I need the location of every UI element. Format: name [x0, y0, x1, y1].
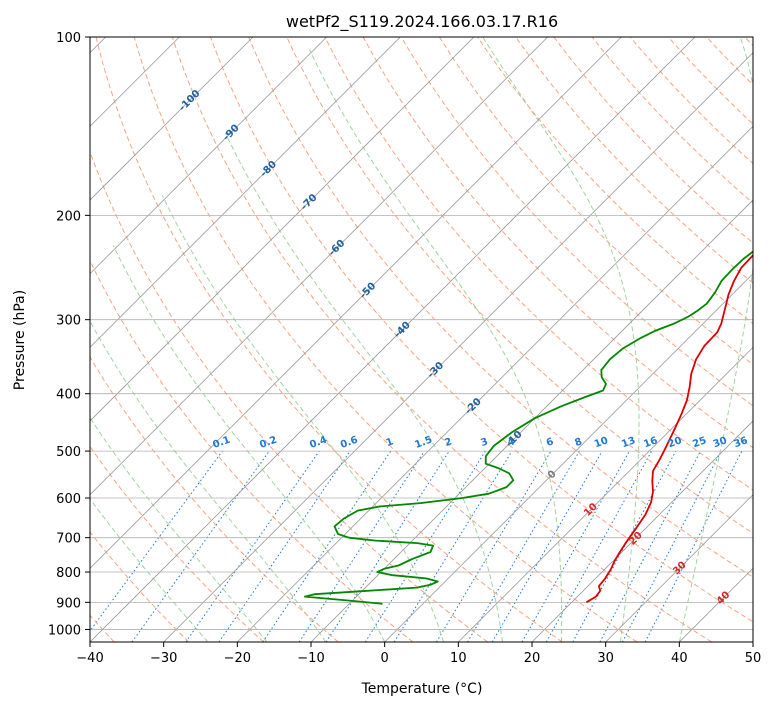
isotherm	[90, 37, 327, 275]
mixing-ratio-line	[491, 450, 603, 642]
isotherm	[531, 420, 753, 642]
mixing-ratio-label: 2	[443, 436, 453, 449]
x-tick-label: −10	[297, 651, 324, 666]
plot-background	[90, 37, 753, 642]
temperature-profile	[585, 253, 753, 604]
dry-adiabat	[324, 37, 753, 491]
x-tick-label: 40	[671, 651, 688, 666]
dry-adiabat	[438, 37, 753, 366]
y-axis: 100 200 300 400 500 600 700 800 900 1000	[48, 31, 90, 638]
x-tick-label: 10	[450, 651, 467, 666]
dry-adiabat	[248, 37, 753, 578]
mixing-ratio-label: 30	[712, 435, 729, 450]
x-axis-label: Temperature (°C)	[361, 681, 483, 697]
y-axis-label: Pressure (hPa)	[12, 290, 28, 390]
dry-adiabat	[171, 37, 712, 642]
plot-frame	[89, 36, 754, 643]
dry-adiabat	[362, 37, 753, 449]
mixing-ratio-line	[393, 450, 513, 642]
moist-adiabat	[90, 320, 327, 642]
dry-adiabat	[286, 37, 753, 534]
y-tick-label: 500	[56, 445, 81, 460]
mixing-ratio-label: 36	[733, 435, 750, 450]
y-tick-label: 800	[56, 566, 81, 581]
isotherm	[384, 273, 753, 642]
isotherm	[90, 37, 475, 422]
isotherm	[163, 52, 753, 642]
isotherm	[90, 37, 401, 348]
mixing-ratio-label: 6	[545, 436, 555, 449]
mixing-ratio-line	[218, 450, 351, 642]
y-tick-label: 100	[56, 31, 81, 46]
y-tick-label: 600	[56, 492, 81, 507]
mixing-ratio-line	[325, 450, 450, 642]
mixing-ratio-line	[435, 450, 552, 642]
moist-adiabat	[482, 37, 640, 642]
mixing-ratio-label: 25	[691, 435, 708, 450]
dry-adiabat	[95, 37, 563, 642]
mixing-ratio-label: 13	[620, 435, 637, 450]
dry-adiabat	[515, 37, 753, 284]
isotherm	[605, 494, 753, 642]
mixing-ratio-label: 1	[385, 436, 395, 449]
dewpoint-profile	[304, 250, 753, 605]
moist-adiabat	[309, 49, 563, 642]
x-tick-label: −40	[76, 651, 103, 666]
mixing-ratio-label: 16	[642, 435, 659, 450]
moist-adiabat	[112, 245, 386, 642]
isotherm	[90, 37, 254, 201]
y-tick-label: 200	[56, 209, 81, 224]
y-tick-label: 300	[56, 314, 81, 329]
moist-adiabat	[90, 497, 209, 642]
x-tick-label: 0	[381, 651, 389, 666]
isotherm	[310, 199, 753, 642]
dry-adiabat	[90, 259, 414, 642]
mixing-ratio-label: 20	[667, 435, 684, 450]
moist-adiabat	[161, 195, 445, 642]
mixing-ratio-label: 10	[593, 435, 610, 450]
isotherms	[90, 37, 753, 642]
dry-adiabat	[90, 531, 190, 642]
y-tick-label: 400	[56, 388, 81, 403]
moist-adiabat	[90, 416, 268, 642]
mixing-ratio-label: 4	[506, 436, 516, 449]
y-tick-label: 1000	[48, 623, 81, 638]
mixing-ratio-label: 8	[573, 436, 583, 449]
isotherm	[90, 37, 548, 496]
x-tick-label: 50	[745, 651, 762, 666]
dry-adiabat	[400, 37, 753, 407]
x-tick-label: −20	[224, 651, 251, 666]
chart-title: wetPf2_S119.2024.166.03.17.R16	[286, 12, 558, 32]
mixing-ratio-line	[521, 450, 630, 642]
x-axis: −40 −30 −20 −10 0 10 20 30 40 50	[76, 642, 761, 666]
plot-area: -100-90-80-70-60-50-40-30-20-10010203040…	[90, 37, 753, 642]
isotherm	[90, 37, 622, 569]
isotherm	[458, 346, 753, 642]
dry-adiabat	[591, 37, 753, 204]
y-tick-label: 700	[56, 532, 81, 547]
isotherm	[752, 641, 753, 642]
y-tick-label: 900	[56, 596, 81, 611]
dry-adiabat	[210, 37, 753, 623]
pressure-gridlines	[90, 37, 753, 630]
x-tick-label: −30	[150, 651, 177, 666]
mixing-ratio-line	[467, 450, 580, 642]
isotherm	[237, 125, 753, 642]
profiles	[304, 250, 753, 605]
mixing-ratio-line	[364, 450, 486, 642]
x-tick-label: 30	[597, 651, 614, 666]
x-tick-label: 20	[524, 651, 541, 666]
dry-adiabat	[90, 356, 339, 642]
dry-adiabat	[477, 37, 753, 325]
mixing-ratio-label: 3	[479, 436, 489, 449]
isotherm	[90, 37, 696, 642]
